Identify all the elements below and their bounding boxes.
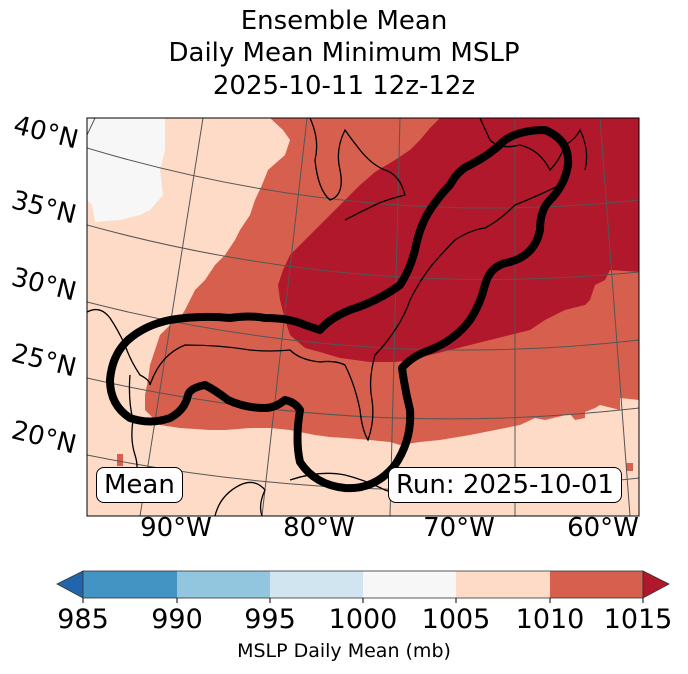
coastline-yucatan: [214, 481, 266, 516]
field-spot: [626, 463, 633, 471]
colorbar-seg-1010-1015: [550, 571, 643, 598]
colorbar-tick-label: 1000: [328, 604, 398, 635]
colorbar-extend-high: [642, 570, 670, 599]
colorbar-seg-1005-1010: [456, 571, 550, 598]
field-1000-1005: [87, 118, 165, 222]
colorbar-tick-label: 990: [151, 604, 203, 635]
coastline-great-lakes: [309, 118, 406, 221]
lon-label-90w: 90°W: [140, 513, 212, 543]
parallel-40n: [87, 147, 639, 209]
colorbar-tick-label: 1015: [603, 604, 673, 635]
coastline-us: [87, 184, 561, 442]
colorbar-tick-label: 995: [244, 604, 296, 635]
colorbar-tick-label: 1010: [515, 604, 585, 635]
title-line-3: 2025-10-11 12z-12z: [212, 71, 476, 101]
colorbar-seg-995-1000: [270, 571, 363, 598]
pressure-field: [87, 118, 639, 516]
mean-label: Mean: [96, 467, 183, 503]
contour-line: [106, 126, 573, 493]
colorbar-seg-1000-1005: [363, 571, 456, 598]
meridian-60w: [599, 118, 631, 516]
coastline-maritimes: [479, 118, 588, 172]
colorbar-label: MSLP Daily Mean (mb): [237, 640, 451, 662]
colorbar: [56, 570, 670, 603]
title-line-2: Daily Mean Minimum MSLP: [168, 38, 520, 68]
lon-label-70w: 70°W: [423, 513, 495, 543]
colorbar-ticks: [82, 598, 644, 603]
colorbar-seg-990-995: [177, 571, 270, 598]
lon-label-60w: 60°W: [567, 513, 639, 543]
colorbar-extend-low: [56, 570, 84, 599]
parallel-25n: [87, 377, 639, 420]
parallel-35n: [87, 224, 639, 281]
meridian-75w: [389, 118, 401, 516]
lon-label-80w: 80°W: [283, 513, 355, 543]
field-spot: [117, 454, 123, 466]
map-frame: [86, 117, 640, 517]
run-label: Run: 2025-10-01: [388, 467, 622, 503]
colorbar-tick-label: 1005: [421, 604, 491, 635]
colorbar-tick-label: 985: [57, 604, 109, 635]
colorbar-seg-985-990: [83, 571, 177, 598]
title-line-1: Ensemble Mean: [240, 6, 448, 36]
